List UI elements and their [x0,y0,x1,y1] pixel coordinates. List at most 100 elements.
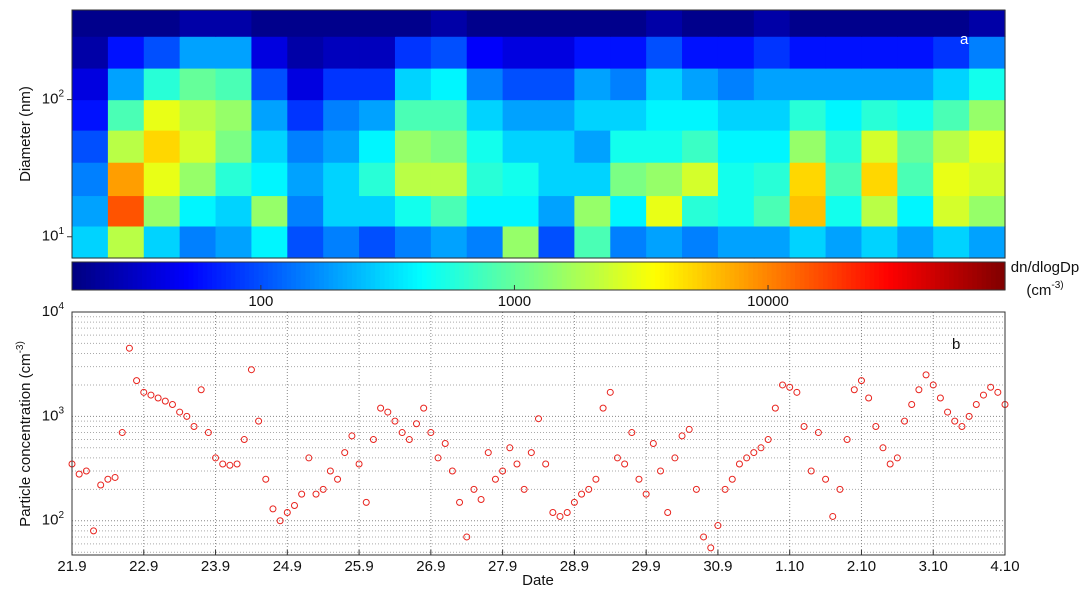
colorbar-step [1000,262,1006,290]
colorbar-step [571,262,577,290]
colorbar-step [729,262,736,290]
data-point [879,444,887,452]
x-tick-label: 26.9 [416,558,445,575]
data-point [441,439,449,447]
data-point [535,415,542,423]
heat-cell [323,225,360,259]
colorbar-step [921,262,927,290]
data-point [578,490,586,498]
heat-cell [143,36,181,69]
heat-cell [107,130,145,163]
colorbar-step [897,262,903,290]
colorbar-step [972,262,978,290]
colorbar-step [575,262,582,290]
data-point [570,498,578,506]
heat-cell [502,195,540,227]
colorbar-step [351,262,358,290]
heat-cell [574,99,611,131]
colorbar-step [267,262,274,290]
heat-cell [394,99,432,131]
colorbar-step [991,262,997,290]
data-point [391,417,399,425]
colorbar-step [473,262,479,290]
colorbar-step [239,262,246,290]
data-point [477,495,485,503]
data-point [147,391,155,399]
heat-cell [610,195,647,227]
data-point [283,509,291,517]
colorbar-step [687,262,694,290]
data-point [326,467,334,475]
colorbar-step [477,262,484,290]
colorbar-step [137,262,143,290]
heat-cell [72,36,109,69]
heat-cell [646,195,683,227]
colorbar-step [617,262,624,290]
data-point [908,400,916,408]
data-point [348,432,356,440]
colorbar-step [832,262,838,290]
heat-cell [394,10,432,37]
data-point [491,475,499,483]
data-point [692,485,700,493]
heat-cell [717,99,755,131]
colorbar-step [631,262,638,290]
heat-cell [143,130,181,163]
data-point [420,404,428,412]
heat-cell [215,99,253,131]
data-point [125,344,133,352]
heat-cell [789,10,827,37]
x-tick-label: 25.9 [344,558,373,575]
heat-cell [897,162,934,197]
colorbar-step [230,262,236,290]
colorbar-step [323,262,330,290]
data-point [140,388,148,396]
colorbar-step [683,262,689,290]
heat-cell [502,67,540,101]
colorbar-step [874,262,880,290]
colorbar-tick-label: 10000 [747,293,789,310]
colorbar-step [216,262,222,290]
data-point [613,454,621,462]
data-point [226,461,234,469]
heat-cell [538,36,575,69]
data-point [822,475,830,483]
heat-cell [251,67,288,101]
colorbar-step [109,262,115,290]
y-tick-label: 102 [42,89,65,108]
heat-cell [789,195,827,227]
x-tick-label: 23.9 [201,558,230,575]
data-point [563,509,571,517]
data-point [398,429,406,437]
heat-cell [682,195,719,227]
heat-cell [753,67,791,101]
heat-cell [179,195,217,227]
data-point [247,366,255,374]
colorbar-step [911,262,917,290]
heat-cell [717,10,755,37]
heat-cell [682,225,719,259]
colorbar-step [846,262,852,290]
colorbar-tick-label: 1000 [498,293,531,310]
colorbar-step [365,262,372,290]
heat-cell [251,225,288,259]
heat-cell [72,99,109,131]
data-point [944,408,952,416]
data-point [800,423,808,431]
colorbar-step [337,262,344,290]
heat-cell [323,67,360,101]
data-point [269,505,277,513]
heat-cell [72,67,109,101]
colorbar-step [421,262,428,290]
heat-cell [646,36,683,69]
colorbar-step [169,262,176,290]
colorbar-step [375,262,381,290]
colorbar-step [398,262,404,290]
colorbar-step [431,262,437,290]
colorbar-step [981,262,987,290]
heat-cell [394,36,432,69]
data-point [721,485,729,493]
heat-cell [72,162,109,197]
colorbar-step [776,262,782,290]
data-point [75,470,83,478]
